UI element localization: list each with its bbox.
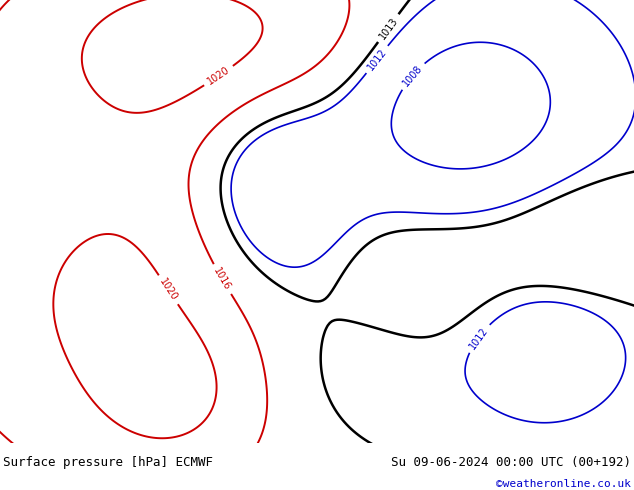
Text: 1016: 1016 [18,445,44,467]
Text: Su 09-06-2024 00:00 UTC (00+192): Su 09-06-2024 00:00 UTC (00+192) [391,456,631,468]
Text: 1016: 1016 [212,266,233,293]
Text: Surface pressure [hPa] ECMWF: Surface pressure [hPa] ECMWF [3,456,213,468]
Text: 1020: 1020 [205,65,231,87]
Text: ©weatheronline.co.uk: ©weatheronline.co.uk [496,479,631,490]
Text: 1013: 1013 [404,453,430,470]
Text: 1012: 1012 [467,325,489,351]
Text: 1012: 1012 [366,47,389,72]
Text: 1013: 1013 [377,15,399,41]
Text: 1020: 1020 [157,277,179,303]
Text: 1008: 1008 [401,63,424,88]
